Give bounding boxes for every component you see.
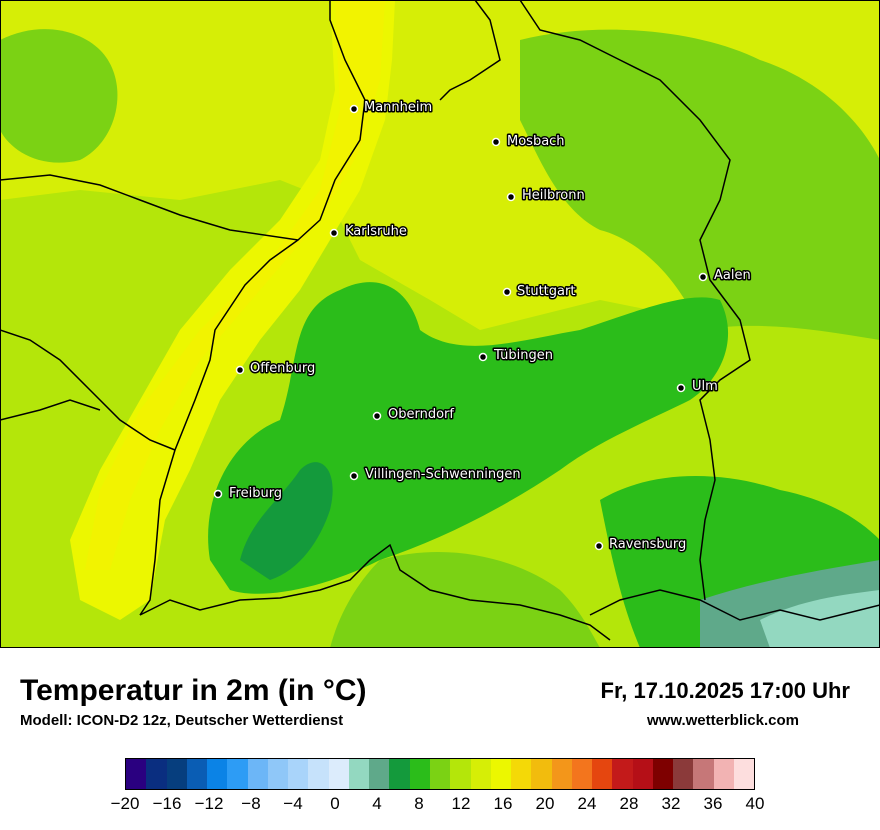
legend-swatch bbox=[328, 759, 349, 789]
city-markers: Mannheim Mosbach Heilbronn Karlsruhe Aal… bbox=[213, 99, 752, 554]
legend-swatch bbox=[450, 759, 471, 789]
color-legend bbox=[125, 758, 755, 790]
svg-text:Stuttgart: Stuttgart bbox=[517, 284, 575, 299]
west-border bbox=[0, 329, 176, 451]
legend-swatch bbox=[470, 759, 491, 789]
austria-border bbox=[589, 589, 880, 621]
bavaria-border bbox=[439, 0, 751, 601]
legend-tick-label: 40 bbox=[745, 794, 765, 813]
temp-zone-8c-band bbox=[208, 282, 729, 594]
legend-swatch bbox=[247, 759, 268, 789]
legend-tick-label: 20 bbox=[535, 794, 555, 813]
legend-swatch bbox=[267, 759, 289, 789]
legend-tick-label: 4 bbox=[372, 794, 382, 813]
legend-swatch bbox=[511, 759, 532, 789]
legend-swatch bbox=[227, 759, 248, 789]
city-oberndorf: Oberndorf bbox=[372, 406, 456, 424]
svg-text:Mannheim: Mannheim bbox=[364, 100, 432, 115]
city-stuttgart: Stuttgart bbox=[502, 283, 577, 301]
legend-swatch bbox=[632, 759, 653, 789]
temp-zone-2c-alps bbox=[760, 590, 880, 648]
forecast-datetime: Fr, 17.10.2025 17:00 Uhr bbox=[600, 678, 851, 703]
legend-tick-label: 16 bbox=[493, 794, 513, 813]
legend-swatch bbox=[733, 759, 755, 789]
map-title: Temperatur in 2m (in °C) bbox=[20, 674, 367, 707]
legend-swatch bbox=[389, 759, 410, 789]
legend-swatch bbox=[531, 759, 552, 789]
svg-text:Offenburg: Offenburg bbox=[250, 361, 315, 376]
svg-text:Freiburg: Freiburg bbox=[229, 486, 282, 501]
legend-swatch bbox=[429, 759, 451, 789]
svg-text:Heilbronn: Heilbronn bbox=[522, 188, 585, 203]
svg-text:Oberndorf: Oberndorf bbox=[388, 407, 454, 422]
svg-text:Tübingen: Tübingen bbox=[493, 348, 553, 363]
legend-swatch bbox=[673, 759, 694, 789]
rhine-warm-core bbox=[85, 0, 385, 570]
borders bbox=[0, 0, 880, 641]
north-border bbox=[0, 0, 366, 241]
legend-ticks: −20 −16 −12 −8 −4 0 4 8 12 16 20 24 28 32 36 40 bbox=[0, 794, 880, 818]
legend-tick-label: 24 bbox=[577, 794, 597, 813]
city-ravensburg: Ravensburg bbox=[594, 536, 688, 554]
swiss-border bbox=[139, 543, 611, 641]
city-mosbach: Mosbach bbox=[491, 133, 566, 151]
legend-tick-label: −20 bbox=[110, 794, 140, 813]
legend-swatch bbox=[571, 759, 593, 789]
legend-tick-label: 8 bbox=[414, 794, 424, 813]
legend-tick-label: 0 bbox=[330, 794, 340, 813]
svg-text:Ravensburg: Ravensburg bbox=[609, 537, 686, 552]
legend-swatch bbox=[146, 759, 167, 789]
legend-swatch bbox=[551, 759, 572, 789]
legend-tick-label: −16 bbox=[152, 794, 182, 813]
legend-swatch bbox=[207, 759, 228, 789]
legend-tick-label: 28 bbox=[619, 794, 639, 813]
temp-zone-6c-highlands bbox=[240, 462, 333, 580]
legend-swatch bbox=[409, 759, 430, 789]
model-source: Modell: ICON-D2 12z, Deutscher Wetterdie… bbox=[20, 712, 344, 729]
legend-tick-label: −8 bbox=[241, 794, 261, 813]
svg-text:Villingen-Schwenningen: Villingen-Schwenningen bbox=[365, 467, 521, 482]
legend-swatch bbox=[166, 759, 187, 789]
legend-swatch bbox=[308, 759, 329, 789]
legend-swatch bbox=[369, 759, 390, 789]
legend-tick-label: −4 bbox=[283, 794, 303, 813]
legend-swatch bbox=[348, 759, 370, 789]
legend-swatch bbox=[713, 759, 734, 789]
city-offenburg: Offenburg bbox=[235, 360, 317, 378]
svg-text:Ulm: Ulm bbox=[692, 379, 718, 394]
legend-swatch bbox=[186, 759, 208, 789]
city-tuebingen: Tübingen bbox=[478, 347, 555, 365]
legend-tick-label: 12 bbox=[451, 794, 471, 813]
legend-swatch bbox=[490, 759, 512, 789]
city-ulm: Ulm bbox=[676, 378, 719, 396]
legend-swatch bbox=[652, 759, 674, 789]
legend-swatch bbox=[288, 759, 309, 789]
svg-text:Aalen: Aalen bbox=[714, 268, 751, 283]
map-footer: Temperatur in 2m (in °C) Modell: ICON-D2… bbox=[0, 648, 880, 830]
temp-zone-10c-north bbox=[520, 29, 880, 340]
legend-tick-label: 36 bbox=[703, 794, 723, 813]
legend-swatch bbox=[126, 759, 147, 789]
temp-zone-10c-south bbox=[330, 551, 600, 648]
legend-swatch bbox=[693, 759, 714, 789]
city-karlsruhe: Karlsruhe bbox=[329, 223, 408, 241]
legend-swatch bbox=[592, 759, 613, 789]
temperature-map: Mannheim Mosbach Heilbronn Karlsruhe Aal… bbox=[0, 0, 880, 648]
website-link[interactable]: www.wetterblick.com bbox=[647, 712, 799, 729]
temp-zone-10c-west bbox=[0, 29, 118, 163]
svg-text:Mosbach: Mosbach bbox=[507, 134, 565, 149]
city-aalen: Aalen bbox=[698, 267, 752, 285]
city-mannheim: Mannheim bbox=[349, 99, 434, 117]
city-heilbronn: Heilbronn bbox=[506, 187, 586, 205]
legend-swatch bbox=[612, 759, 633, 789]
city-freiburg: Freiburg bbox=[213, 485, 284, 503]
city-villingen-schwenningen: Villingen-Schwenningen bbox=[349, 466, 522, 484]
rhine-border bbox=[139, 239, 299, 616]
legend-tick-label: −12 bbox=[194, 794, 224, 813]
svg-text:Karlsruhe: Karlsruhe bbox=[345, 224, 407, 239]
legend-tick-label: 32 bbox=[661, 794, 681, 813]
